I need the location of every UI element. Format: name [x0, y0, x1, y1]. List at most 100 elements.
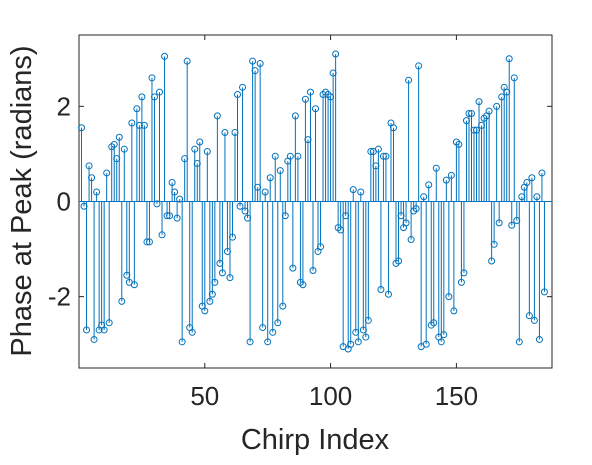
- stem: [211, 201, 219, 286]
- stem-marker: [191, 145, 199, 153]
- stem-marker: [118, 297, 126, 305]
- x-axis-label: Chirp Index: [241, 424, 390, 456]
- stem: [234, 90, 242, 202]
- stem-marker: [432, 164, 440, 172]
- stem-marker: [176, 195, 184, 203]
- stem-marker: [382, 152, 390, 160]
- stem-marker: [447, 171, 455, 179]
- stem-marker: [422, 340, 430, 348]
- stem: [191, 145, 199, 202]
- stem-marker: [274, 319, 282, 327]
- stem: [301, 95, 309, 202]
- stem-marker: [349, 186, 357, 194]
- stem: [279, 201, 287, 310]
- stem-marker: [234, 90, 242, 98]
- stem-marker: [148, 74, 156, 82]
- stem-marker: [450, 307, 458, 315]
- stem-marker: [264, 338, 272, 346]
- stem-marker: [145, 238, 153, 246]
- stem-marker: [535, 335, 543, 343]
- x-tick-label: 50: [190, 381, 219, 411]
- stem: [332, 50, 340, 202]
- stem-marker: [211, 278, 219, 286]
- stem: [115, 133, 123, 202]
- stem-marker: [389, 124, 397, 132]
- stem: [460, 201, 468, 277]
- stem-marker: [156, 88, 164, 96]
- stem: [196, 138, 204, 202]
- stem: [530, 201, 538, 324]
- stem-marker: [183, 57, 191, 65]
- stem: [442, 176, 450, 202]
- stem: [349, 186, 357, 202]
- stem-marker: [271, 152, 279, 160]
- stem-marker: [228, 233, 236, 241]
- stem-marker: [493, 102, 501, 110]
- stem: [103, 169, 111, 202]
- y-axis-label: Phase at Peak (radians): [6, 45, 38, 356]
- stem: [153, 200, 161, 208]
- stem: [188, 201, 196, 336]
- stem-marker: [445, 293, 453, 301]
- stem: [493, 102, 501, 202]
- stem: [118, 201, 126, 305]
- stem: [488, 201, 496, 265]
- stem-marker: [110, 140, 118, 148]
- stem-marker: [221, 129, 229, 137]
- stem-marker: [430, 319, 438, 327]
- stem: [384, 201, 392, 298]
- stem-marker: [279, 302, 287, 310]
- stem-marker: [269, 328, 277, 336]
- stem: [171, 188, 179, 202]
- stem-marker: [168, 178, 176, 186]
- stem-marker: [133, 105, 141, 113]
- stem-marker: [299, 281, 307, 289]
- stem: [150, 93, 158, 202]
- stem: [228, 201, 236, 241]
- stem: [430, 201, 438, 327]
- stem: [528, 174, 536, 202]
- stem: [249, 57, 257, 202]
- stem-marker: [171, 188, 179, 196]
- stem: [78, 124, 86, 202]
- stem-marker: [425, 181, 433, 189]
- stem: [362, 201, 370, 341]
- stem-marker: [150, 93, 158, 101]
- y-tick-label: 0: [57, 187, 71, 217]
- stem-marker: [246, 338, 254, 346]
- stem: [261, 188, 269, 202]
- stem-marker: [256, 60, 264, 68]
- stem: [138, 93, 146, 202]
- y-tick-label: -2: [48, 282, 71, 312]
- stem-marker: [294, 152, 302, 160]
- stem-marker: [85, 162, 93, 170]
- stem-marker: [437, 338, 445, 346]
- stem: [475, 98, 483, 202]
- stem: [281, 201, 289, 220]
- stem: [213, 112, 221, 202]
- stem: [83, 201, 91, 334]
- stem: [93, 188, 101, 202]
- stem: [251, 67, 259, 202]
- x-tick-label: 100: [309, 381, 352, 411]
- stem: [455, 140, 463, 202]
- stem-marker: [347, 340, 355, 348]
- stem: [294, 152, 302, 202]
- stem-marker: [460, 269, 468, 277]
- stem-marker: [178, 338, 186, 346]
- stem: [269, 201, 277, 336]
- stem: [221, 129, 229, 202]
- stem: [266, 174, 274, 202]
- stem-marker: [467, 109, 475, 117]
- stem: [264, 201, 272, 346]
- stem: [161, 52, 169, 202]
- stem: [437, 201, 445, 346]
- stem: [495, 201, 503, 227]
- stem: [203, 148, 211, 202]
- stem: [259, 201, 267, 332]
- stem-marker: [188, 328, 196, 336]
- stem: [183, 57, 191, 202]
- stem: [306, 88, 314, 202]
- stem-marker: [166, 212, 174, 220]
